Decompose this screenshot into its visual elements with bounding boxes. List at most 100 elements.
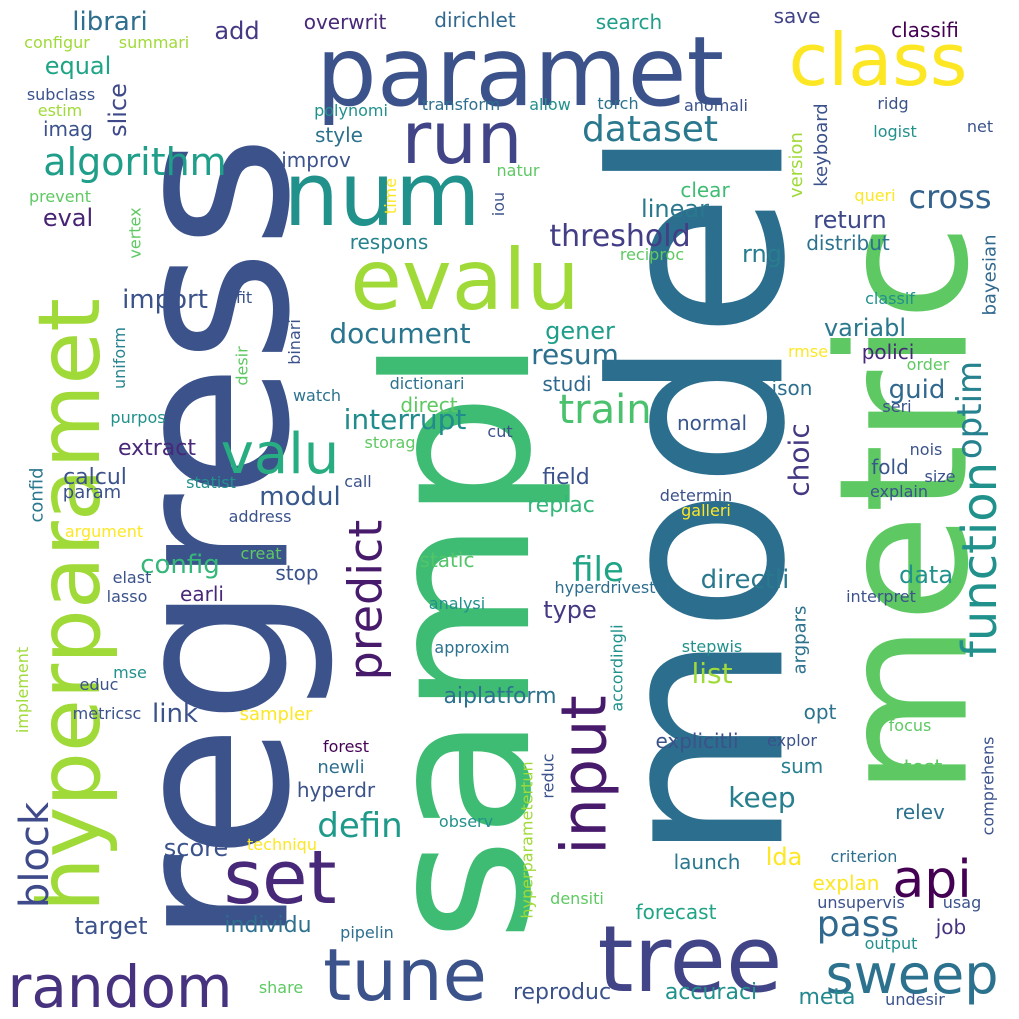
word-hyperdrivestep: hyperdrivestep: [554, 578, 676, 597]
word-gener: gener: [545, 317, 615, 345]
word-individu: individu: [224, 913, 312, 938]
word-set: set: [223, 835, 337, 921]
word-implement: implement: [13, 646, 33, 734]
word-target: target: [74, 912, 148, 940]
word-guid: guid: [888, 375, 946, 405]
word-explor: explor: [767, 731, 817, 750]
word-threshold: threshold: [549, 219, 691, 254]
word-replac: replac: [527, 493, 595, 518]
word-direct: direct: [400, 393, 458, 417]
word-time: time: [381, 177, 400, 215]
word-choic: choic: [782, 423, 816, 497]
word-vertex: vertex: [125, 207, 145, 259]
word-improv: improv: [281, 148, 351, 172]
word-random: random: [7, 953, 233, 1019]
word-tune: tune: [323, 933, 487, 1017]
word-determin: determin: [659, 486, 733, 505]
word-import: import: [122, 285, 208, 315]
word-argument: argument: [64, 522, 144, 541]
word-binari: binari: [284, 319, 304, 365]
word-resum: resum: [531, 338, 619, 371]
word-reciproc: reciproc: [619, 245, 685, 264]
word-approxim: approxim: [434, 638, 510, 657]
word-add: add: [214, 17, 260, 45]
word-bayesian: bayesian: [979, 234, 1000, 316]
word-rmse: rmse: [787, 342, 829, 361]
word-type: type: [543, 596, 597, 624]
word-dirichlet: dirichlet: [434, 8, 516, 32]
word-size: size: [924, 467, 956, 486]
word-subclass: subclass: [26, 85, 96, 104]
word-newli: newli: [317, 757, 365, 778]
word-save: save: [773, 4, 821, 28]
word-nois: nois: [909, 440, 943, 459]
word-unsupervis: unsupervis: [817, 893, 905, 912]
word-fold: fold: [871, 455, 909, 479]
word-variabl: variabl: [823, 314, 907, 342]
word-cut: cut: [487, 422, 513, 441]
word-desir: desir: [232, 346, 252, 386]
word-calcul: calcul: [63, 465, 127, 490]
word-version: version: [786, 132, 807, 198]
word-tree: tree: [597, 906, 783, 1013]
word-undesir: undesir: [885, 990, 945, 1009]
word-educ: educ: [79, 675, 119, 694]
word-input: input: [547, 695, 621, 855]
word-transform: transform: [421, 95, 501, 114]
word-pass: pass: [816, 904, 900, 945]
word-estim: estim: [37, 101, 83, 120]
word-elast: elast: [112, 568, 152, 587]
word-comprehens: comprehens: [977, 736, 997, 836]
word-link: link: [152, 699, 198, 729]
word-hyperdr: hyperdr: [296, 778, 376, 802]
word-normal: normal: [676, 411, 748, 435]
word-accordingli: accordingli: [608, 624, 627, 712]
word-statist: statist: [186, 473, 236, 492]
word-lasso: lasso: [106, 587, 148, 606]
word-galleri: galleri: [681, 501, 731, 520]
word-order: order: [906, 355, 950, 374]
word-static: static: [419, 548, 475, 572]
word-usag: usag: [942, 893, 982, 912]
word-file: file: [572, 550, 624, 590]
word-equal: equal: [44, 52, 112, 80]
word-respons: respons: [349, 230, 429, 254]
word-natur: natur: [496, 161, 540, 180]
word-uniform: uniform: [110, 326, 129, 390]
word-net: net: [966, 117, 994, 136]
word-cross: cross: [908, 178, 992, 216]
word-modul: modul: [259, 482, 341, 512]
word-librari: librari: [72, 7, 148, 37]
word-paramet: paramet: [315, 16, 725, 128]
word-directli: directli: [700, 565, 790, 595]
word-queri: queri: [854, 186, 896, 205]
word-watch: watch: [292, 386, 342, 405]
word-class: class: [788, 18, 968, 102]
word-predict: predict: [338, 519, 392, 681]
word-seri: seri: [882, 397, 912, 416]
word-field: field: [542, 465, 590, 490]
word-launch: launch: [673, 850, 741, 874]
word-sum: sum: [780, 754, 824, 778]
word-dataset: dataset: [581, 109, 719, 150]
word-criterion: criterion: [830, 847, 898, 866]
word-keyboard: keyboard: [811, 103, 832, 187]
word-aiplatform: aiplatform: [443, 684, 557, 709]
word-fit: fit: [235, 288, 253, 307]
word-test: test: [903, 755, 943, 779]
word-accuraci: accuraci: [664, 980, 758, 1005]
word-list: list: [691, 657, 733, 690]
word-purpos: purpos: [110, 408, 166, 427]
word-meta: meta: [798, 985, 856, 1010]
word-data: data: [898, 561, 954, 589]
word-techniqu: techniqu: [247, 835, 317, 854]
word-hyperparametertun: hyperparametertun: [518, 761, 537, 919]
word-pipelin: pipelin: [340, 923, 394, 942]
word-style: style: [315, 123, 363, 147]
word-search: search: [595, 10, 663, 34]
word-job: job: [935, 915, 967, 939]
word-run: run: [401, 96, 523, 180]
word-torch: torch: [597, 94, 639, 113]
word-address: address: [228, 507, 292, 526]
